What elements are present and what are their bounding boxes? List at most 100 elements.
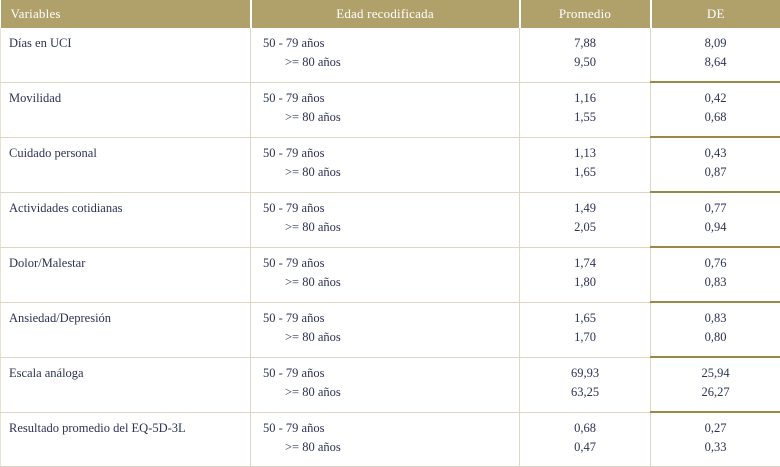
promedio-value-second: 63,25 bbox=[530, 383, 640, 402]
cell-age-group: 50 - 79 años>= 80 años bbox=[251, 302, 520, 357]
promedio-value-second: 1,80 bbox=[530, 273, 640, 292]
de-value-first: 0,27 bbox=[661, 419, 770, 438]
variable-label: Cuidado personal bbox=[9, 144, 240, 163]
table-row: Escala análoga 50 - 79 años>= 80 años 69,9… bbox=[1, 357, 780, 412]
de-value-second: 26,27 bbox=[661, 383, 770, 402]
column-header-promedio: Promedio bbox=[520, 0, 651, 28]
cell-age-group: 50 - 79 años>= 80 años bbox=[251, 412, 520, 467]
age-group-second: >= 80 años bbox=[263, 438, 509, 457]
promedio-value-second: 1,70 bbox=[530, 328, 640, 347]
de-value-second: 0,68 bbox=[661, 108, 770, 127]
cell-age-group: 50 - 79 años>= 80 años bbox=[251, 28, 520, 82]
age-group-first: 50 - 79 años bbox=[263, 309, 509, 328]
de-value-first: 25,94 bbox=[661, 364, 770, 383]
variable-label: Dolor/Malestar bbox=[9, 254, 240, 273]
promedio-value-first: 1,74 bbox=[530, 254, 640, 273]
age-group-second: >= 80 años bbox=[263, 328, 509, 347]
promedio-value-second: 1,55 bbox=[530, 108, 640, 127]
cell-variable-name: Ansiedad/Depresión bbox=[1, 302, 251, 357]
table-header-row: Variables Edad recodificada Promedio DE bbox=[1, 0, 780, 28]
age-group-first: 50 - 79 años bbox=[263, 144, 509, 163]
cell-age-group: 50 - 79 años>= 80 años bbox=[251, 247, 520, 302]
age-group-first: 50 - 79 años bbox=[263, 89, 509, 108]
promedio-value-first: 0,68 bbox=[530, 419, 640, 438]
variable-label: Días en UCI bbox=[9, 34, 240, 53]
promedio-value-first: 1,49 bbox=[530, 199, 640, 218]
variable-label: Ansiedad/Depresión bbox=[9, 309, 240, 328]
cell-age-group: 50 - 79 años>= 80 años bbox=[251, 192, 520, 247]
age-group-second: >= 80 años bbox=[263, 383, 509, 402]
cell-variable-name: Resultado promedio del EQ-5D-3L bbox=[1, 412, 251, 467]
cell-variable-name: Escala análoga bbox=[1, 357, 251, 412]
variable-label: Resultado promedio del EQ-5D-3L bbox=[9, 419, 240, 438]
variable-label: Movilidad bbox=[9, 89, 240, 108]
de-value-second: 0,87 bbox=[661, 163, 770, 182]
de-value-first: 0,76 bbox=[661, 254, 770, 273]
age-group-second: >= 80 años bbox=[263, 108, 509, 127]
cell-variable-name: Días en UCI bbox=[1, 28, 251, 82]
cell-variable-name: Cuidado personal bbox=[1, 137, 251, 192]
age-group-first: 50 - 79 años bbox=[263, 34, 509, 53]
cell-variable-name: Actividades cotidianas bbox=[1, 192, 251, 247]
de-value-second: 0,80 bbox=[661, 328, 770, 347]
promedio-value-second: 1,65 bbox=[530, 163, 640, 182]
de-value-second: 8,64 bbox=[661, 53, 770, 72]
de-value-second: 0,83 bbox=[661, 273, 770, 292]
age-group-first: 50 - 79 años bbox=[263, 364, 509, 383]
de-value-first: 8,09 bbox=[661, 34, 770, 53]
age-group-first: 50 - 79 años bbox=[263, 199, 509, 218]
promedio-value-first: 1,13 bbox=[530, 144, 640, 163]
de-value-second: 0,94 bbox=[661, 218, 770, 237]
promedio-value-first: 1,16 bbox=[530, 89, 640, 108]
de-value-first: 0,83 bbox=[661, 309, 770, 328]
age-group-first: 50 - 79 años bbox=[263, 419, 509, 438]
variable-label: Escala análoga bbox=[9, 364, 240, 383]
table-row: Resultado promedio del EQ-5D-3L 50 - 79 a… bbox=[1, 412, 780, 467]
table-row: Ansiedad/Depresión 50 - 79 años>= 80 años… bbox=[1, 302, 780, 357]
de-value-first: 0,42 bbox=[661, 89, 770, 108]
promedio-value-second: 9,50 bbox=[530, 53, 640, 72]
promedio-value-first: 1,65 bbox=[530, 309, 640, 328]
age-group-second: >= 80 años bbox=[263, 163, 509, 182]
column-header-de: DE bbox=[651, 0, 780, 28]
promedio-value-second: 0,47 bbox=[530, 438, 640, 457]
age-group-second: >= 80 años bbox=[263, 273, 509, 292]
column-header-variables: Variables bbox=[1, 0, 251, 28]
statistics-table-container: Variables Edad recodificada Promedio DE … bbox=[0, 0, 780, 416]
promedio-value-first: 7,88 bbox=[530, 34, 640, 53]
promedio-value-first: 69,93 bbox=[530, 364, 640, 383]
cell-age-group: 50 - 79 años>= 80 años bbox=[251, 137, 520, 192]
age-group-first: 50 - 79 años bbox=[263, 254, 509, 273]
promedio-value-second: 2,05 bbox=[530, 218, 640, 237]
table-header: Variables Edad recodificada Promedio DE bbox=[1, 0, 780, 28]
de-value-first: 0,77 bbox=[661, 199, 770, 218]
age-group-second: >= 80 años bbox=[263, 53, 509, 72]
cell-variable-name: Movilidad bbox=[1, 82, 251, 137]
age-group-second: >= 80 años bbox=[263, 218, 509, 237]
cell-variable-name: Dolor/Malestar bbox=[1, 247, 251, 302]
column-header-edad-recodificada: Edad recodificada bbox=[251, 0, 520, 28]
de-value-second: 0,33 bbox=[661, 438, 770, 457]
